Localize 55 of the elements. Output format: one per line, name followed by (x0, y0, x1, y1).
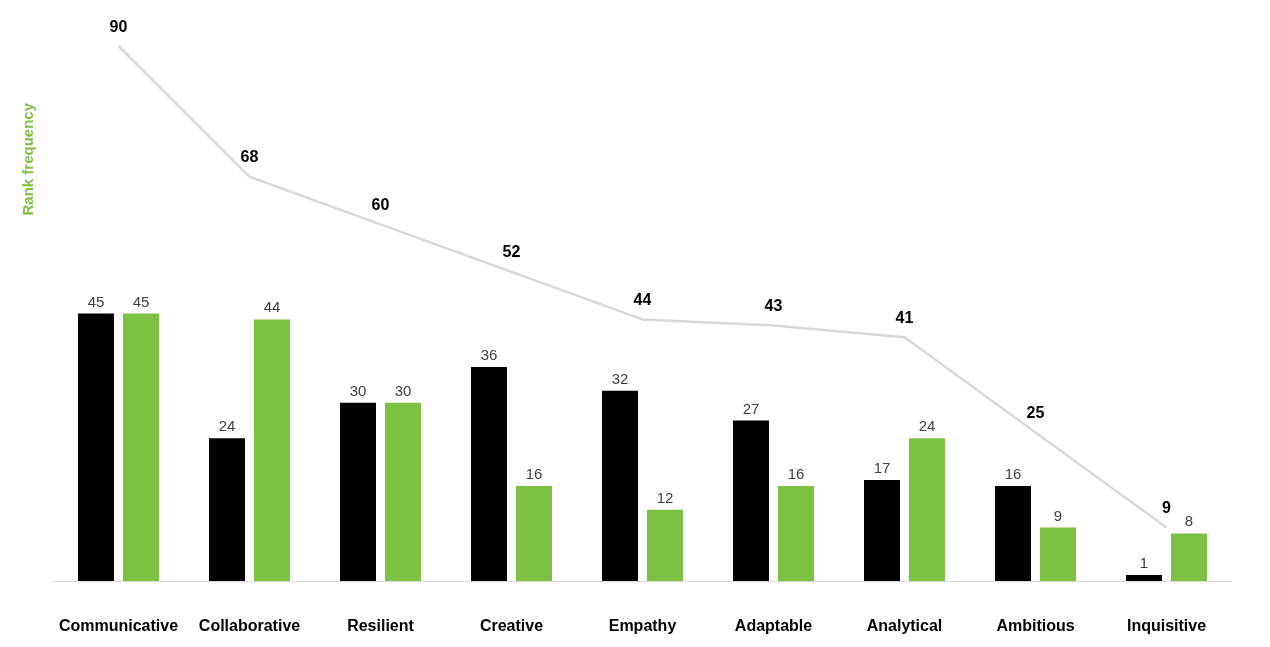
data-label: 36 (480, 346, 498, 363)
data-label: 1 (1139, 554, 1149, 572)
bar (647, 509, 683, 581)
data-label: 44 (633, 290, 652, 308)
bar (385, 402, 421, 581)
data-label: 90 (109, 17, 128, 35)
y-axis-title: Rank frequency (19, 102, 36, 216)
x-tick-label: Empathy (608, 616, 677, 634)
bar (778, 485, 814, 581)
bar (1126, 575, 1162, 581)
data-label: 68 (240, 148, 259, 166)
data-label: 43 (764, 296, 783, 314)
bar (254, 319, 290, 581)
data-label: 44 (263, 298, 281, 316)
data-label: 25 (1026, 403, 1045, 421)
data-label: 16 (1004, 464, 1022, 482)
x-tick-label: Ambitious (996, 616, 1075, 634)
x-tick-label: Adaptable (734, 616, 813, 634)
data-label: 17 (873, 458, 891, 476)
data-label: 27 (742, 399, 760, 417)
data-label: 52 (502, 243, 521, 261)
bar (864, 479, 900, 581)
data-label: 12 (656, 488, 674, 506)
data-label: 41 (895, 308, 914, 326)
data-label: 45 (87, 292, 105, 310)
bar (1040, 527, 1076, 581)
bar (909, 438, 945, 581)
bar (78, 313, 114, 581)
data-label: 8 (1184, 512, 1194, 530)
x-tick-label: Analytical (866, 616, 943, 634)
data-label: 9 (1162, 499, 1172, 516)
bar (995, 485, 1031, 581)
x-tick-label: Communicative (58, 616, 179, 634)
bar (516, 485, 552, 581)
data-label: 16 (787, 464, 805, 482)
x-tick-label: Resilient (347, 616, 415, 634)
bar (602, 390, 638, 581)
bar (733, 420, 769, 581)
data-label: 24 (218, 417, 236, 435)
x-tick-label: Creative (479, 616, 544, 634)
data-label: 9 (1053, 506, 1063, 524)
bar (209, 438, 245, 581)
bar (471, 367, 507, 581)
x-tick-label: Collaborative (198, 616, 301, 634)
data-label: 45 (132, 292, 150, 310)
data-label: 30 (349, 381, 367, 399)
data-label: 60 (371, 195, 390, 213)
data-label: 24 (918, 417, 936, 435)
x-tick-label: Inquisitive (1126, 616, 1207, 634)
data-label: 16 (525, 464, 543, 482)
data-label: 32 (611, 369, 629, 387)
data-label: 30 (394, 381, 412, 399)
bar (1171, 533, 1207, 581)
bar (340, 402, 376, 581)
bar (123, 313, 159, 581)
